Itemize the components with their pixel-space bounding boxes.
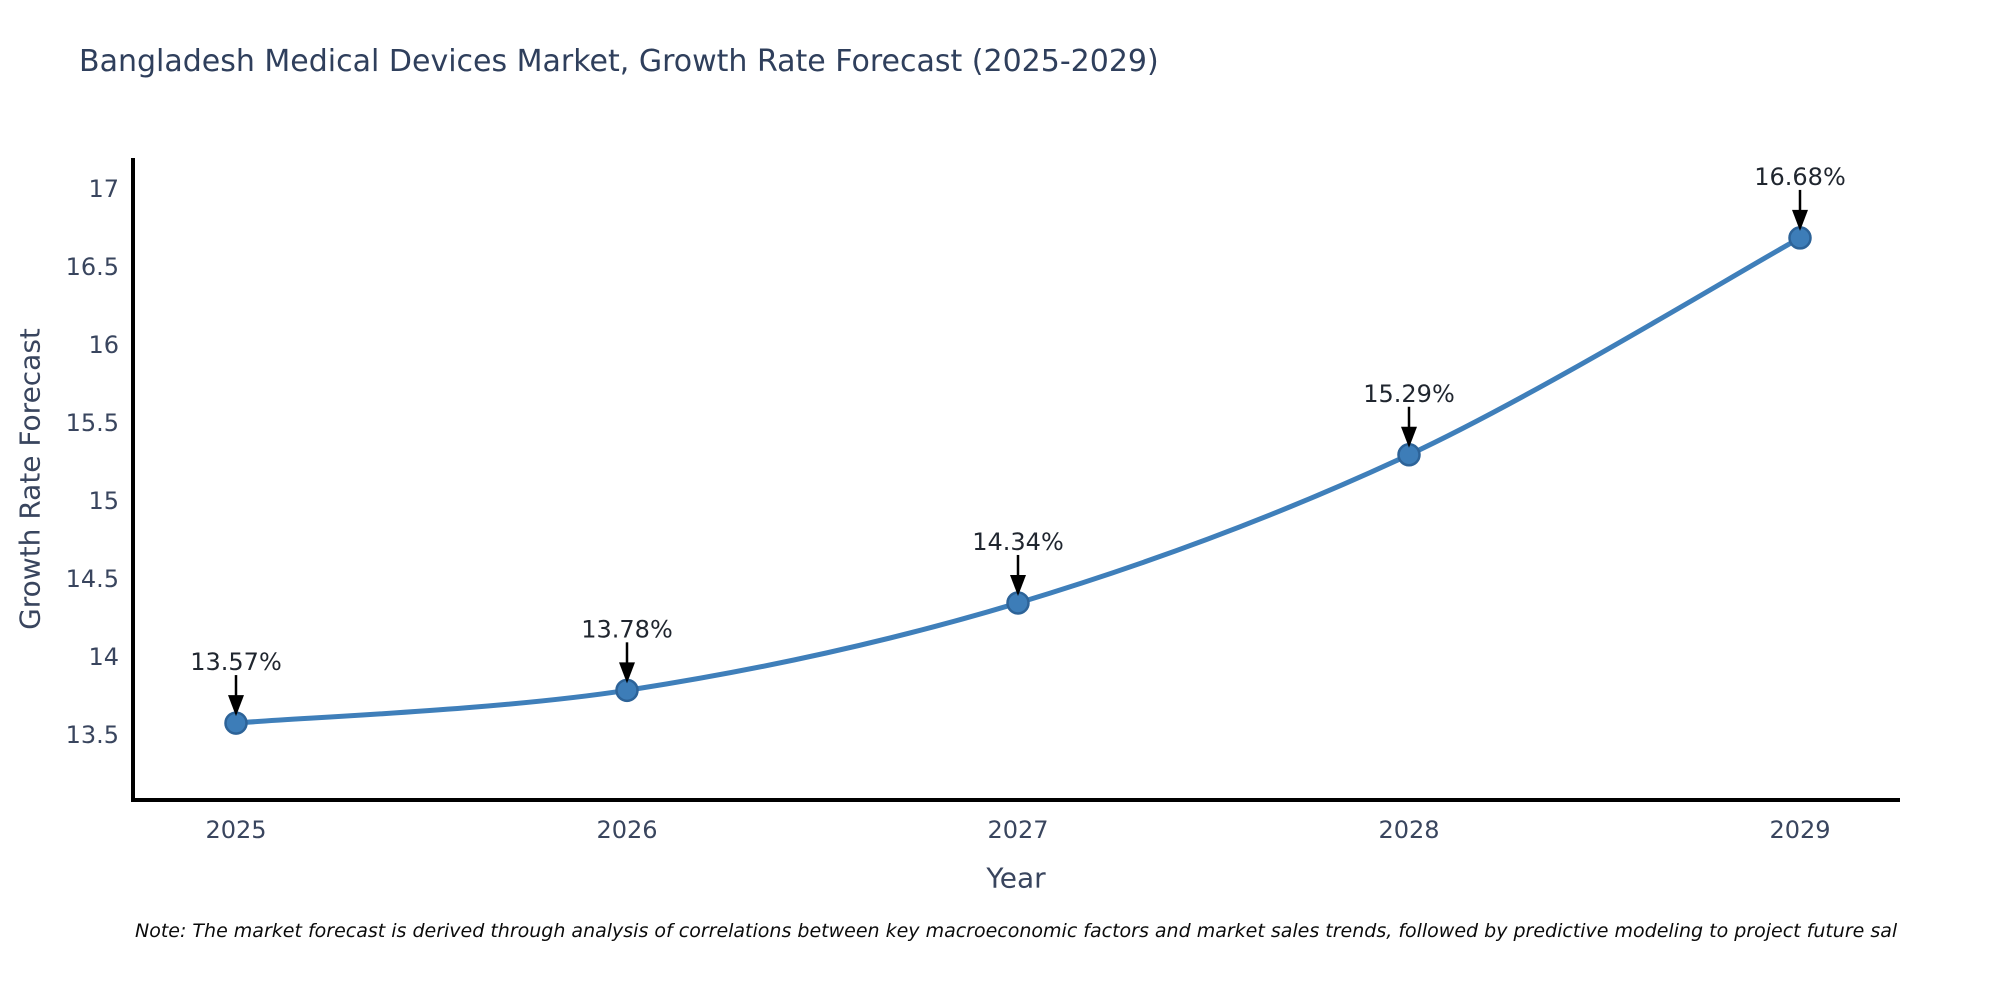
annotation-arrowhead [619,662,635,684]
point-annotation-label: 14.34% [972,528,1064,556]
x-tick-label: 2029 [1769,816,1830,844]
y-tick-label: 14 [88,643,119,671]
annotation-arrowhead [228,695,244,717]
point-annotation-label: 16.68% [1754,163,1846,191]
y-tick-label: 16.5 [66,253,119,281]
y-tick-label: 17 [88,175,119,203]
x-tick-label: 2028 [1378,816,1439,844]
annotation-arrowhead [1401,426,1417,448]
point-annotation-label: 13.78% [581,615,673,643]
y-tick-label: 16 [88,331,119,359]
y-tick-label: 15 [88,487,119,515]
point-annotation-label: 15.29% [1363,380,1455,408]
line-series [233,235,1803,726]
annotation-arrowhead [1792,209,1808,231]
point-annotation-label: 13.57% [190,648,282,676]
y-tick-label: 13.5 [66,721,119,749]
x-tick-label: 2026 [596,816,657,844]
x-tick-label: 2025 [205,816,266,844]
annotation-arrowhead [1010,574,1026,596]
footnote: Note: The market forecast is derived thr… [135,920,1898,942]
y-tick-label: 14.5 [66,565,119,593]
chart-title: Bangladesh Medical Devices Market, Growt… [79,44,1159,79]
x-axis-title: Year [986,861,1046,895]
x-tick-label: 2027 [987,816,1048,844]
y-tick-label: 15.5 [66,409,119,437]
